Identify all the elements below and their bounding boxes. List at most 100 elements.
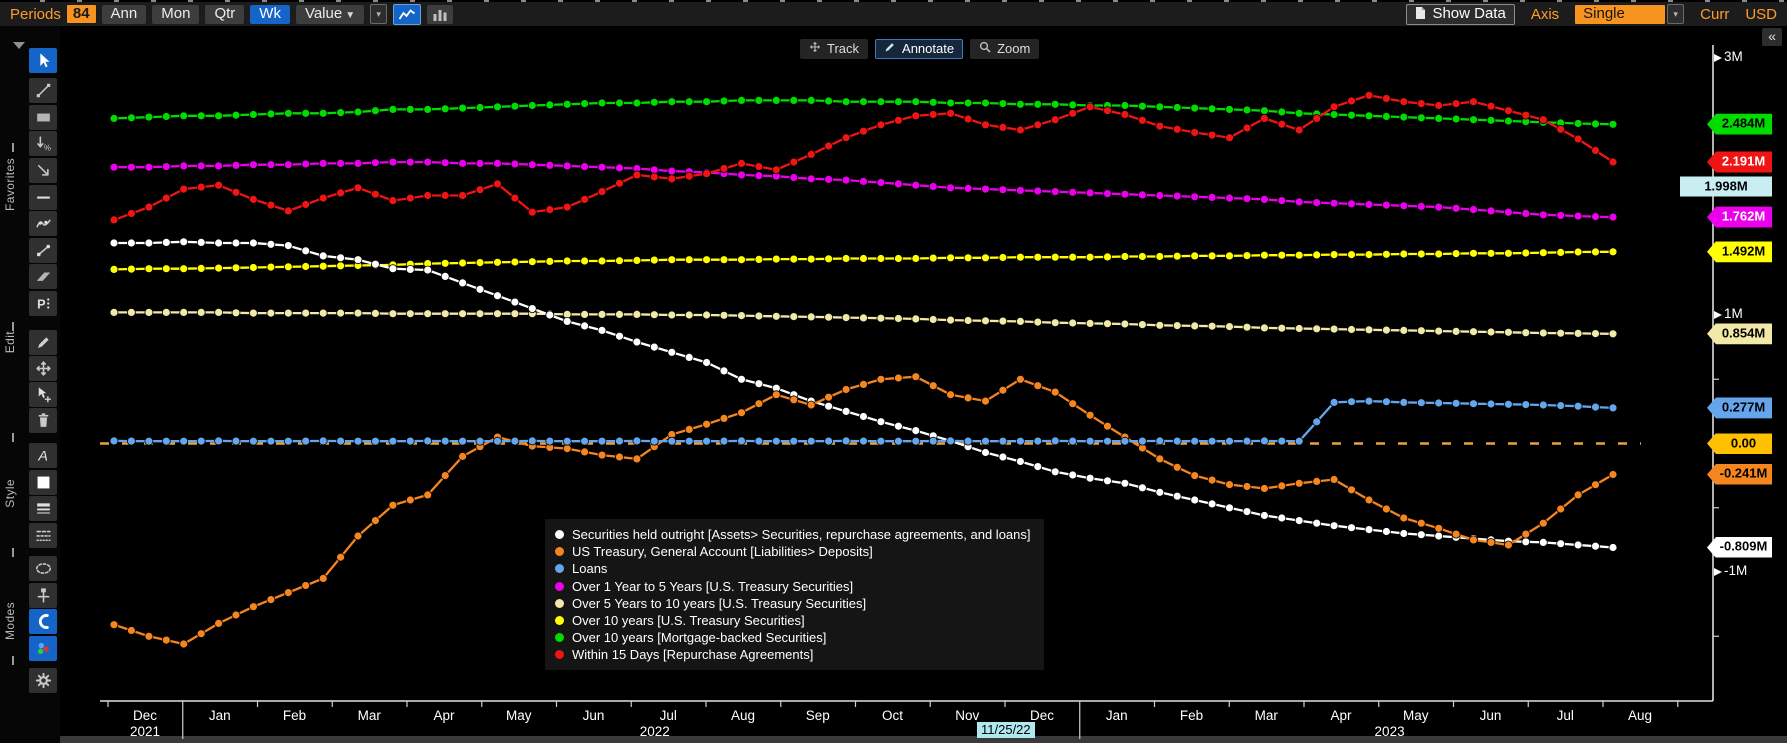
fill-style-tool[interactable] <box>29 470 57 495</box>
line-dash-tool[interactable] <box>29 523 57 548</box>
magnet-tool[interactable] <box>29 609 57 634</box>
legend-item[interactable]: Over 10 years [U.S. Treasury Securities] <box>555 612 1031 629</box>
x-axis-year-label: 2022 <box>639 724 670 739</box>
axis-mode-dropdown[interactable]: Single <box>1575 4 1666 24</box>
legend-item[interactable]: Over 10 years [Mortgage-backed Securitie… <box>555 629 1031 646</box>
color-mode-tool[interactable] <box>29 636 57 661</box>
series-line[interactable] <box>109 157 1618 222</box>
y-axis-tick-label: -1M <box>1724 563 1748 578</box>
value-dropdown-label: Value <box>304 4 343 22</box>
series-line[interactable] <box>109 247 1618 274</box>
magnet-tool-icon <box>34 612 53 631</box>
horizontal-line-tool[interactable] <box>29 185 57 210</box>
x-axis-month-label: Mar <box>1254 708 1278 723</box>
series-line[interactable] <box>109 396 1618 446</box>
x-axis-month-label: May <box>1402 708 1429 723</box>
legend-label: Within 15 Days [Repurchase Agreements] <box>572 647 814 663</box>
text-tool[interactable]: A <box>29 443 57 468</box>
bar-chart-type-button[interactable] <box>427 4 454 24</box>
legend-dot <box>555 564 564 574</box>
pitchfork-tool-icon: P <box>34 294 53 313</box>
bar-chart-icon <box>433 9 447 21</box>
freq-button-qtr[interactable]: Qtr <box>205 4 245 24</box>
last-value-tag: -0.241M <box>1707 463 1772 485</box>
legend-item[interactable]: Over 1 Year to 5 Years [U.S. Treasury Se… <box>555 578 1031 595</box>
collapse-panel-button[interactable]: « <box>1762 28 1782 46</box>
fib-retracement-tool[interactable]: % <box>29 131 57 156</box>
legend-item[interactable]: Securities held outright [Assets> Securi… <box>555 526 1031 543</box>
series-line[interactable] <box>109 307 1618 339</box>
x-axis-month-label: Jul <box>659 708 677 723</box>
freq-button-ann[interactable]: Ann <box>101 4 147 24</box>
svg-text:P: P <box>37 297 46 311</box>
x-axis-month-label: Aug <box>730 708 756 723</box>
pitchfork-tool[interactable]: P <box>29 291 57 316</box>
x-axis-month-label: Jan <box>208 708 231 723</box>
x-axis-month-label: Oct <box>881 708 903 723</box>
move-tool[interactable] <box>29 356 57 381</box>
currency-value[interactable]: USD <box>1745 5 1777 23</box>
series-line[interactable] <box>109 96 1618 129</box>
series-line[interactable] <box>109 237 1618 552</box>
legend-dot <box>555 547 564 557</box>
zoom-button[interactable]: Zoom <box>970 39 1040 59</box>
lasso-tool[interactable] <box>29 556 57 581</box>
line-width-tool[interactable] <box>29 496 57 521</box>
legend-label: Over 10 years [Mortgage-backed Securitie… <box>572 630 827 646</box>
axis-mode-caret[interactable]: ▾ <box>1667 4 1685 24</box>
document-icon <box>1416 7 1426 19</box>
chart-mode-buttons: Track Annotate Zoom <box>800 39 1040 59</box>
channel-tool[interactable] <box>29 264 57 289</box>
annotate-button[interactable]: Annotate <box>875 39 964 59</box>
anchor-tool-icon <box>34 586 53 605</box>
chevron-down-icon[interactable] <box>13 42 25 55</box>
line-chart-type-button[interactable] <box>393 3 422 25</box>
chart-legend: Securities held outright [Assets> Securi… <box>545 519 1044 670</box>
freq-button-mon[interactable]: Mon <box>152 4 200 24</box>
x-axis-month-label: Apr <box>1330 708 1352 723</box>
series-line[interactable] <box>109 90 1618 225</box>
polyline-tool[interactable] <box>29 211 57 236</box>
bottom-scroll-strip[interactable] <box>60 736 1787 743</box>
legend-item[interactable]: Within 15 Days [Repurchase Agreements] <box>555 646 1031 663</box>
last-value-tag: 0.00 <box>1707 433 1772 454</box>
show-data-button[interactable]: Show Data <box>1406 3 1515 25</box>
legend-dot <box>555 598 564 608</box>
x-axis-month-label: Mar <box>357 708 381 723</box>
legend-label: Over 10 years [U.S. Treasury Securities] <box>572 613 805 629</box>
anchor-tool[interactable] <box>29 583 57 608</box>
pencil-tool-icon <box>34 333 53 352</box>
delete-tool-icon <box>34 411 53 430</box>
arrow-tool[interactable] <box>29 158 57 183</box>
settings-tool[interactable] <box>29 668 57 693</box>
top-toolbar: Periods 84 Ann Mon Qtr Wk Value ▼ ▾ Show Dat… <box>0 2 1787 26</box>
annotate-icon <box>884 41 896 56</box>
select-cursor[interactable] <box>29 48 57 73</box>
last-value-tag: 0.277M <box>1707 397 1772 419</box>
pencil-tool[interactable] <box>29 330 57 355</box>
segment-tool[interactable] <box>29 238 57 263</box>
x-axis-month-label: May <box>505 708 532 723</box>
delete-tool[interactable] <box>29 408 57 433</box>
legend-label: Over 1 Year to 5 Years [U.S. Treasury Se… <box>572 578 854 594</box>
legend-item[interactable]: Loans <box>555 560 1031 577</box>
arrow-tool-icon <box>34 161 53 180</box>
y-axis-tick-label: 1M <box>1724 306 1743 321</box>
legend-dot <box>555 633 564 643</box>
legend-dot <box>555 581 564 591</box>
multi-select-tool[interactable] <box>29 382 57 407</box>
tracker-value-tag: 1.998M <box>1680 176 1772 197</box>
rectangle-tool[interactable] <box>29 105 57 130</box>
sidebar-group-label-modes: Modes <box>3 602 17 641</box>
value-dropdown-caret[interactable]: ▾ <box>370 4 388 24</box>
track-button[interactable]: Track <box>800 39 869 59</box>
legend-item[interactable]: Over 5 Years to 10 years [U.S. Treasury … <box>555 595 1031 612</box>
trendline-tool[interactable] <box>29 78 57 103</box>
value-dropdown[interactable]: Value ▼ <box>295 4 365 24</box>
freq-button-wk[interactable]: Wk <box>250 4 290 24</box>
fill-style-tool-icon <box>34 473 53 492</box>
x-axis-month-label: Apr <box>433 708 455 723</box>
periods-value-box[interactable]: 84 <box>66 5 96 23</box>
legend-item[interactable]: US Treasury, General Account [Liabilitie… <box>555 543 1031 560</box>
